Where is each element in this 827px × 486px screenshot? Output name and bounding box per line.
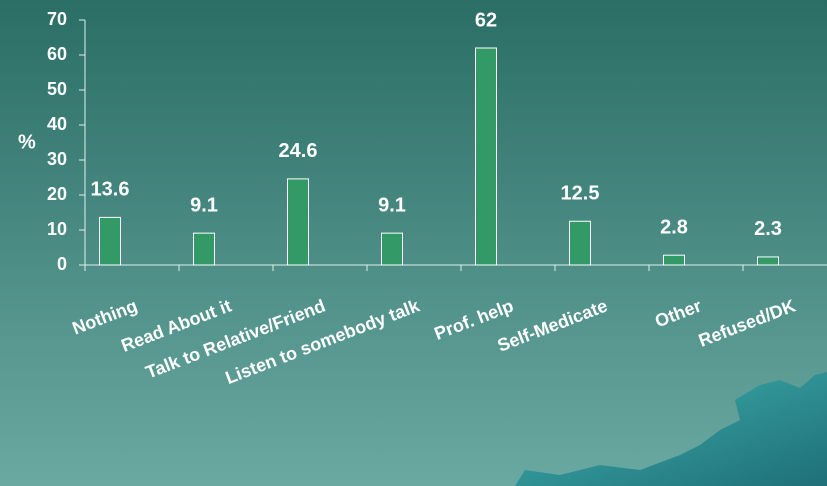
y-tick-label: 20 <box>47 184 67 204</box>
y-tick-label: 70 <box>47 9 67 29</box>
bar <box>382 233 403 265</box>
bar <box>758 257 779 265</box>
value-label: 62 <box>475 9 497 31</box>
value-label: 24.6 <box>279 140 318 162</box>
bar <box>100 217 121 265</box>
y-tick-label: 40 <box>47 114 67 134</box>
bar <box>288 179 309 265</box>
y-axis-label: % <box>18 131 36 153</box>
y-tick-label: 0 <box>57 254 67 274</box>
bar <box>194 233 215 265</box>
y-tick-label: 50 <box>47 79 67 99</box>
chart: % 010203040506070Nothing13.6Read About i… <box>0 0 827 486</box>
value-label: 12.5 <box>561 183 600 205</box>
value-label: 13.6 <box>91 179 130 201</box>
y-tick-label: 30 <box>47 149 67 169</box>
bar <box>476 48 497 265</box>
y-tick-label: 60 <box>47 44 67 64</box>
value-label: 2.8 <box>660 216 688 238</box>
value-label: 9.1 <box>378 194 406 216</box>
bar <box>664 255 685 265</box>
value-label: 2.3 <box>754 218 782 240</box>
y-tick-label: 10 <box>47 219 67 239</box>
bar <box>570 221 591 265</box>
background <box>0 0 827 486</box>
value-label: 9.1 <box>190 194 218 216</box>
